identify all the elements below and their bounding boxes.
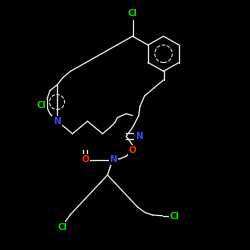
Text: N: N — [53, 117, 61, 126]
Text: Cl: Cl — [128, 9, 138, 18]
Text: Cl: Cl — [170, 212, 179, 221]
Text: Cl: Cl — [36, 101, 46, 110]
Text: N: N — [110, 155, 117, 164]
Text: O: O — [81, 155, 89, 164]
Text: N: N — [135, 132, 142, 141]
Text: Cl: Cl — [57, 222, 67, 232]
Text: O: O — [128, 146, 136, 155]
